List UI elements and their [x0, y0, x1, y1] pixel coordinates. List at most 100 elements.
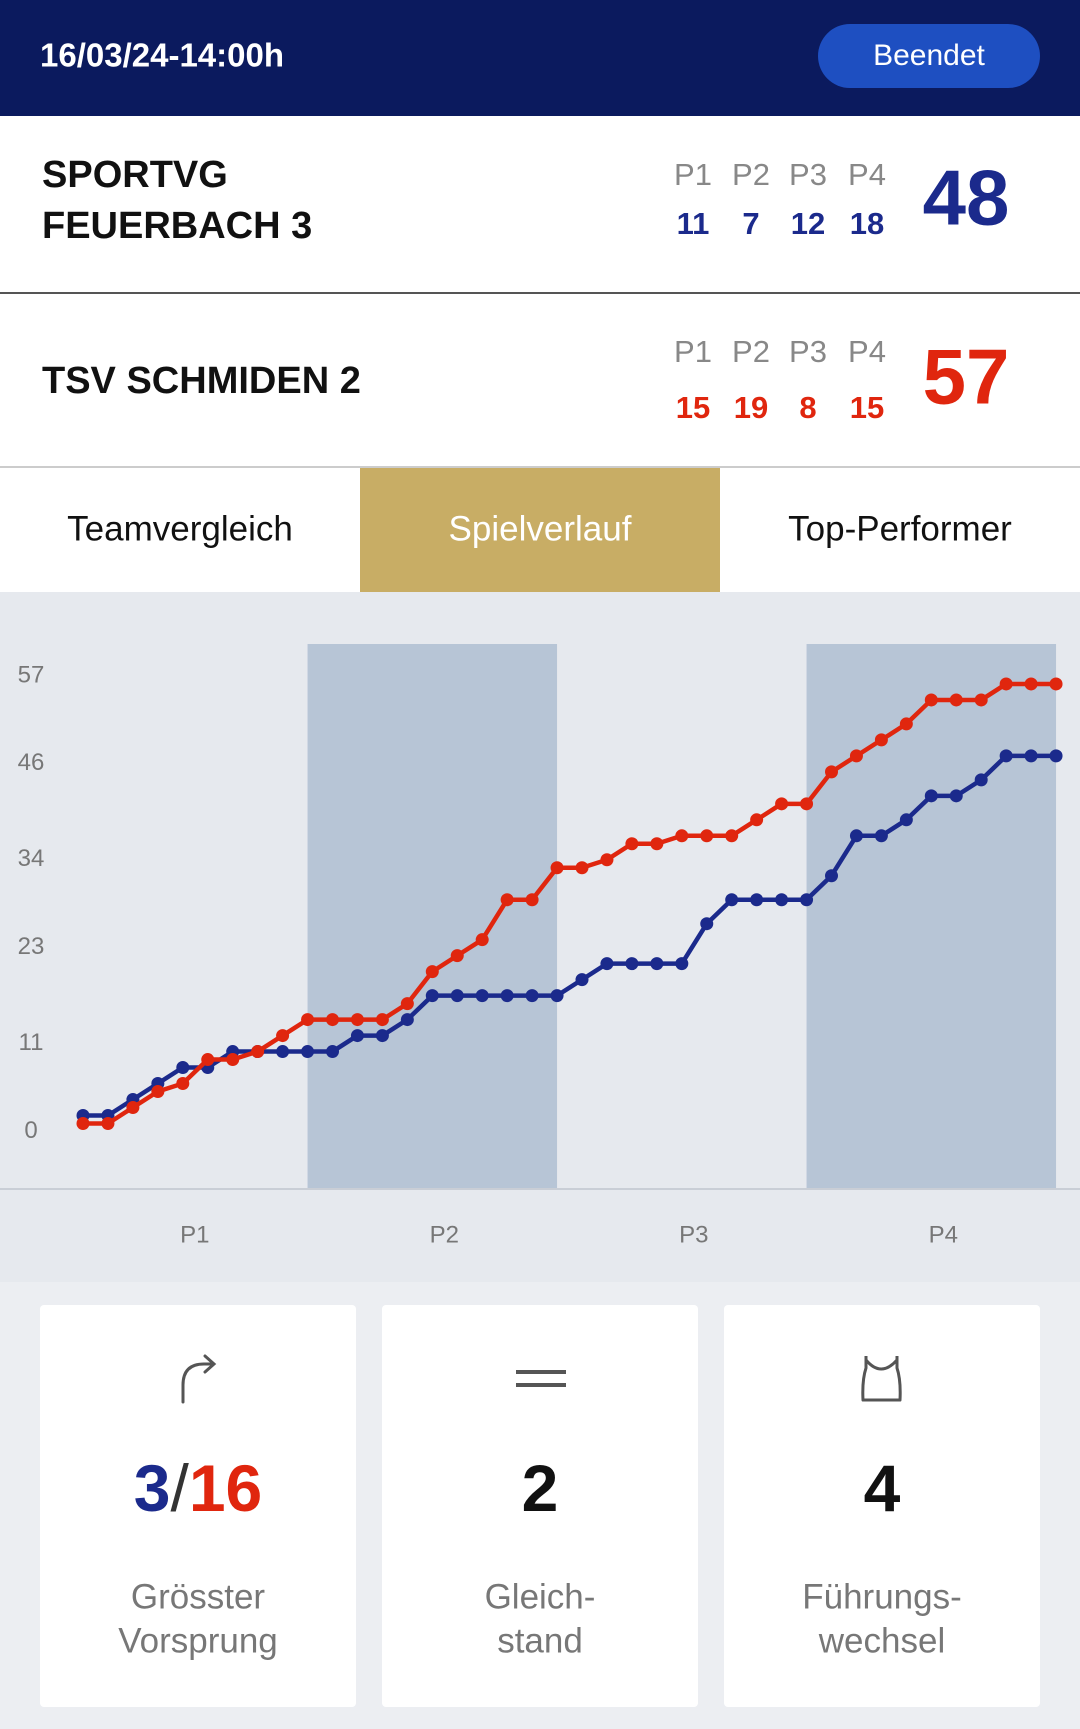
series-point	[650, 957, 664, 971]
series-point	[350, 1013, 364, 1027]
x-tick-label: P4	[929, 1221, 958, 1248]
series-point	[525, 893, 539, 907]
series-point	[400, 997, 414, 1011]
period-label: P3	[789, 157, 827, 192]
tab-active[interactable]	[360, 468, 720, 592]
series-point	[375, 1013, 389, 1027]
stat-value: 4	[864, 1451, 901, 1525]
stat-value-part: 3	[134, 1451, 171, 1525]
series-point	[425, 989, 439, 1003]
series-point	[575, 973, 589, 987]
series-line	[83, 681, 1057, 1126]
series-point	[301, 1013, 315, 1027]
series-point	[326, 1045, 339, 1059]
period-label: P3	[789, 334, 827, 369]
total-score: 57	[923, 333, 1010, 421]
period-label: P1	[674, 157, 712, 192]
series-point	[201, 1053, 215, 1067]
series-point	[600, 957, 614, 971]
x-tick-label: P1	[180, 1221, 209, 1248]
stat-value: 2	[522, 1451, 559, 1525]
series-point	[750, 813, 764, 827]
team-name: TSV SCHMIDEN 2	[42, 360, 361, 402]
stat-label: Grösster	[131, 1577, 266, 1616]
series-point	[750, 893, 764, 907]
series-point	[176, 1061, 190, 1075]
series-point	[775, 797, 789, 811]
tab-label[interactable]: Spielverlauf	[449, 509, 632, 548]
total-score: 48	[923, 154, 1010, 242]
series-point	[974, 693, 988, 707]
series-point	[375, 1029, 389, 1043]
jersey-icon	[861, 1356, 902, 1402]
series-point	[675, 829, 689, 843]
team-row	[0, 294, 1080, 466]
stat-value: 3/16	[134, 1451, 262, 1525]
series-line	[83, 753, 1057, 1118]
match-datetime: 16/03/24-14:00h	[40, 37, 284, 74]
series-point	[350, 1029, 364, 1043]
tab-label[interactable]: Top-Performer	[788, 509, 1012, 548]
series-point	[800, 797, 814, 811]
series-point	[276, 1045, 290, 1059]
series-point	[650, 837, 664, 851]
series-point	[775, 893, 789, 907]
series-point	[874, 733, 888, 747]
stat-value-part: /	[170, 1451, 189, 1525]
tab-label[interactable]: Teamvergleich	[67, 509, 293, 548]
series-point	[974, 773, 988, 787]
series-point	[825, 869, 838, 883]
series-point	[849, 829, 863, 843]
series-point	[251, 1045, 265, 1059]
team-name: SPORTVG FEUERBACH 3	[42, 154, 312, 247]
stat-label: Gleich-	[485, 1577, 596, 1616]
y-tick-label: 0	[24, 1117, 37, 1144]
stat-value-part: 2	[522, 1451, 559, 1525]
series-point	[475, 933, 489, 947]
period-score: 7	[742, 206, 759, 241]
series-point	[76, 1116, 90, 1130]
period-score: 12	[791, 206, 825, 241]
status-button[interactable]	[818, 24, 1040, 88]
series-point	[226, 1053, 240, 1067]
series-point	[625, 957, 639, 971]
period-score: 8	[799, 390, 816, 425]
series-point	[700, 917, 714, 931]
series-point	[500, 893, 514, 907]
y-tick-label: 46	[18, 749, 45, 776]
series-point	[825, 765, 838, 779]
series-point	[276, 1029, 290, 1043]
series-point	[151, 1085, 165, 1099]
series-point	[176, 1077, 190, 1091]
period-label: P4	[848, 157, 886, 192]
status-label[interactable]: Beendet	[873, 39, 985, 72]
series-point	[849, 749, 863, 763]
series-point	[625, 837, 639, 851]
series-point	[1024, 677, 1038, 691]
series-point	[575, 861, 589, 875]
period-band	[307, 644, 558, 1189]
series-point	[450, 949, 464, 963]
period-label: P2	[732, 157, 770, 192]
series-point	[400, 1013, 414, 1027]
series-point	[475, 989, 489, 1003]
series-point	[949, 693, 963, 707]
stat-card	[382, 1305, 698, 1707]
team-row	[0, 116, 1080, 292]
series-point	[800, 893, 814, 907]
period-label: P1	[674, 334, 712, 369]
series-point	[924, 789, 938, 803]
stat-card	[724, 1305, 1040, 1707]
series-point	[700, 829, 714, 843]
x-tick-label: P3	[679, 1221, 708, 1248]
series-point	[425, 965, 439, 979]
series-point	[899, 717, 913, 731]
lead-icon	[181, 1354, 217, 1404]
stat-label: stand	[497, 1621, 583, 1660]
series-point	[999, 749, 1013, 763]
period-band	[806, 644, 1057, 1189]
series-point	[725, 829, 739, 843]
series-point	[949, 789, 963, 803]
